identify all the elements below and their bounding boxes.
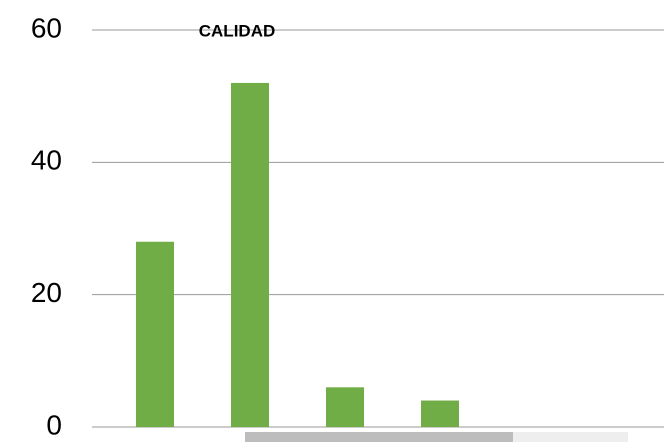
y-tick-label: 40 <box>31 145 62 176</box>
bar <box>231 82 269 427</box>
chart-title: CALIDAD <box>199 21 276 40</box>
y-tick-label: 60 <box>31 12 62 43</box>
bar <box>136 241 174 427</box>
y-tick-label: 0 <box>46 409 62 440</box>
bar <box>326 387 364 427</box>
scrollbar-track <box>513 432 628 442</box>
scrollbar-thumb <box>245 432 513 442</box>
bar <box>421 400 459 427</box>
y-tick-label: 20 <box>31 277 62 308</box>
